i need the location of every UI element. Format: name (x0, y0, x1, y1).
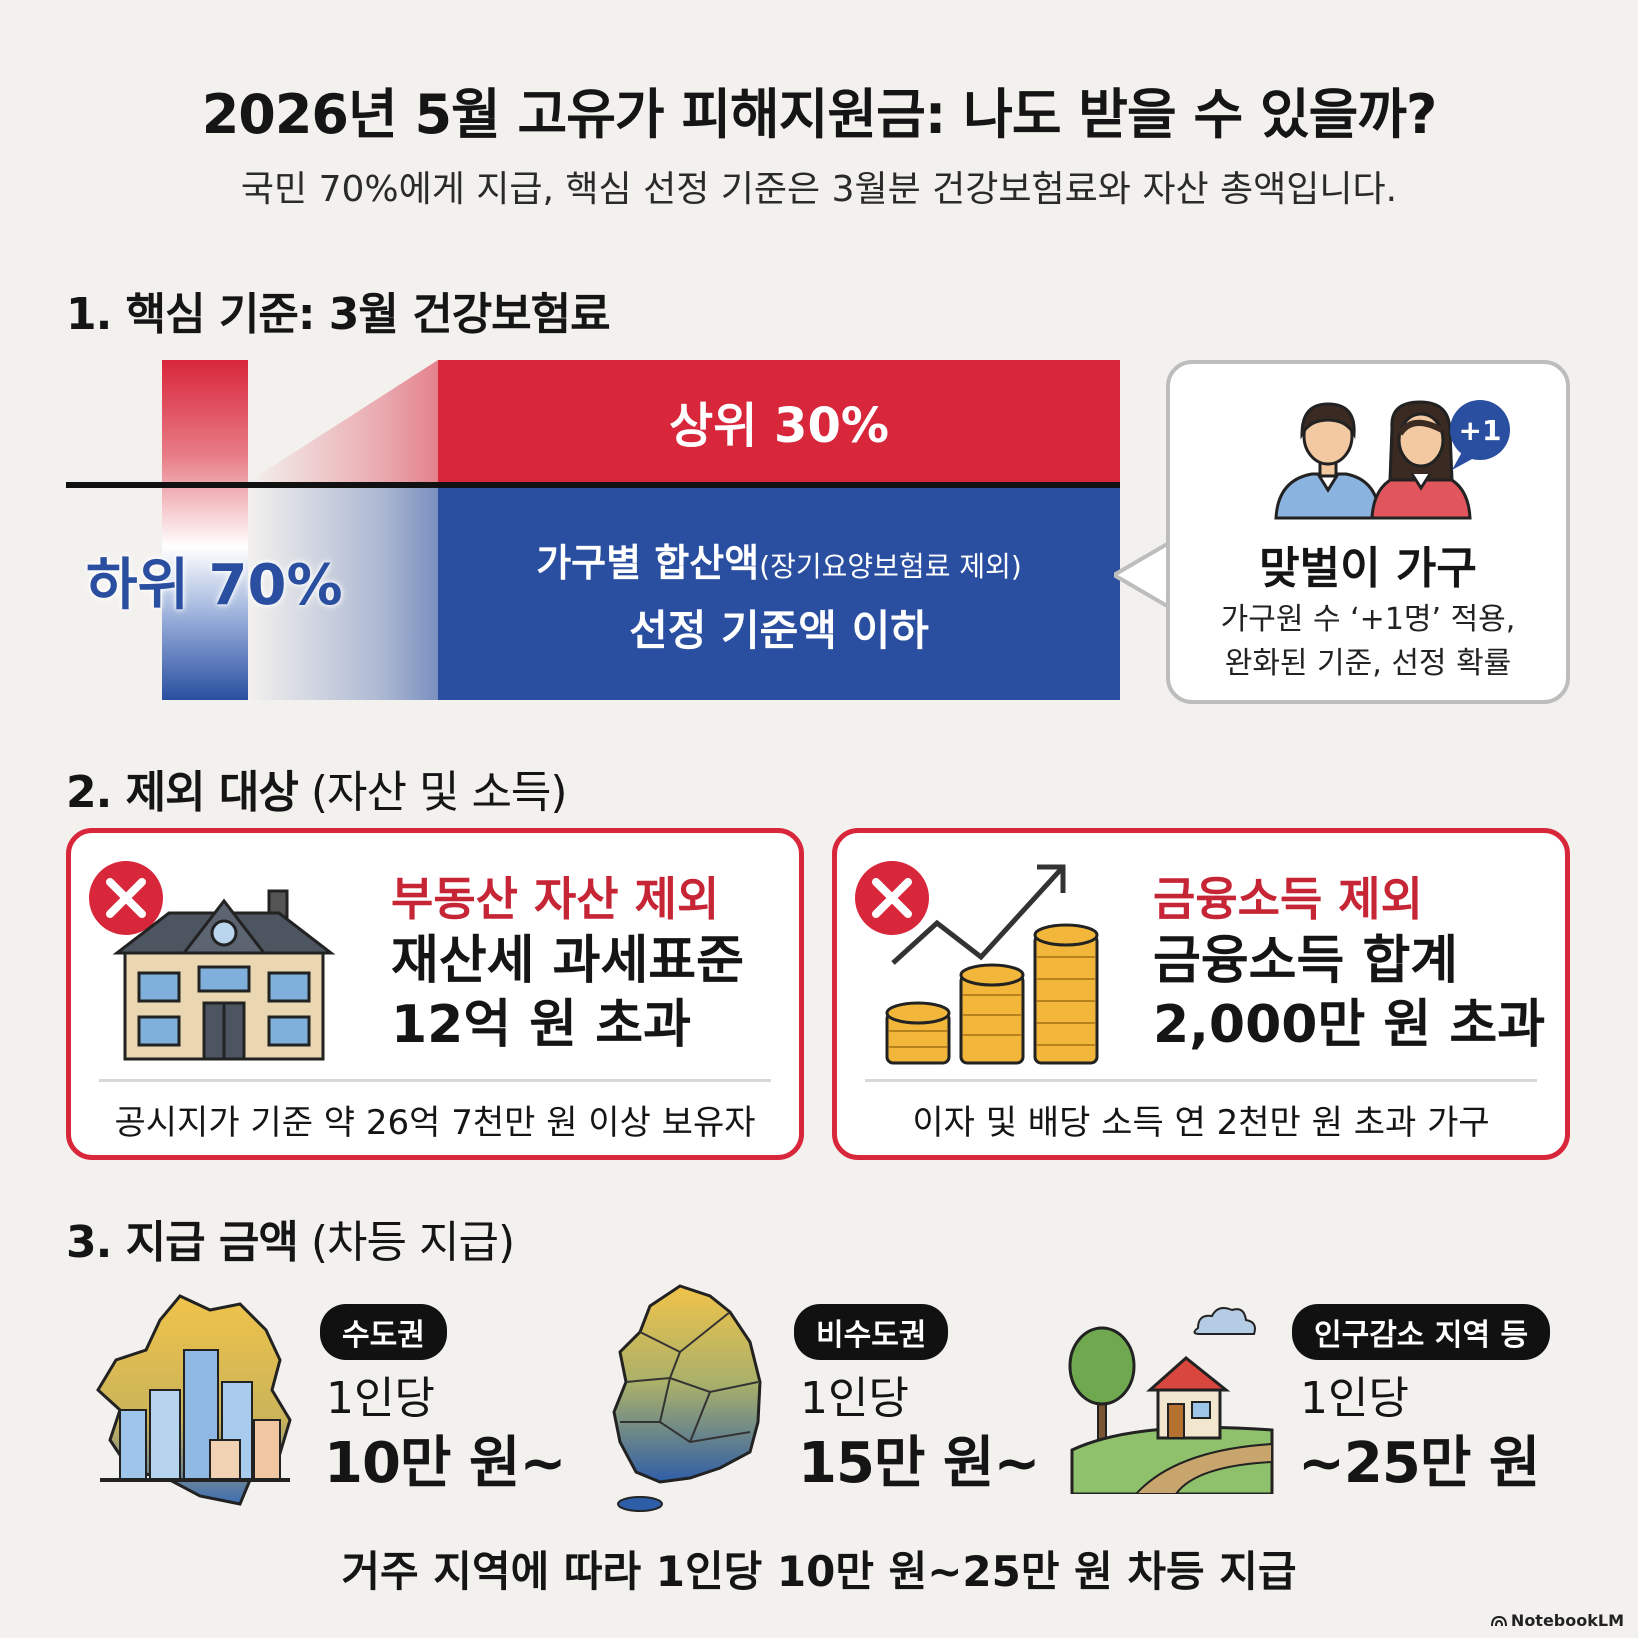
criteria-line2: 선정 기준액 이하 (629, 606, 929, 655)
exclude-x-icon (89, 861, 163, 935)
divider-line (66, 482, 1120, 488)
region-tag-noncapital: 비수도권 (794, 1304, 949, 1360)
section1-heading: 1. 핵심 기준: 3월 건강보험료 (66, 289, 611, 340)
region-amount-noncapital: 15만 원~ (798, 1431, 1040, 1496)
region-amount-depopulation: ~25만 원 (1298, 1431, 1540, 1496)
top30-label: 상위 30% (669, 398, 889, 454)
card-divider (99, 1079, 771, 1082)
section2-heading-main: 2. 제외 대상 (66, 767, 299, 818)
real-estate-line1: 재산세 과세표준 (391, 931, 744, 991)
bottom70-box: 가구별 합산액(장기요양보험료 제외) 선정 기준액 이하 (438, 488, 1120, 700)
bubble-line1: 가구원 수 ‘+1명’ 적용, (1220, 602, 1516, 637)
dual-income-bubble: +1 맞벌이 가구 가구원 수 ‘+1명’ 적용, 완화된 기준, 선정 확률 (1166, 360, 1570, 704)
region-tag-capital: 수도권 (320, 1304, 447, 1360)
top30-box: 상위 30% (438, 360, 1120, 482)
korea-map-icon (612, 1284, 762, 1512)
fan-top-shape (248, 360, 438, 482)
region-per-capital: 1인당 (326, 1373, 435, 1424)
exclude-x-icon (855, 861, 929, 935)
bubble-line2: 완화된 기준, 선정 확률 (1224, 646, 1512, 681)
brand-mark: NotebookLM (1490, 1611, 1624, 1630)
notebooklm-logo-icon (1490, 1615, 1507, 1626)
plus-one-badge: +1 (1459, 414, 1502, 447)
financial-income-title: 금융소득 제외 (1153, 872, 1423, 926)
real-estate-card: 부동산 자산 제외 재산세 과세표준 12억 원 초과 공시지가 기준 약 26… (66, 828, 804, 1160)
section2-heading-paren: (자산 및 소득) (297, 767, 568, 818)
region-tag-depopulation: 인구감소 지역 등 (1292, 1304, 1551, 1360)
real-estate-title: 부동산 자산 제외 (391, 872, 720, 926)
rural-house-icon (1068, 1307, 1274, 1494)
page-title: 2026년 5월 고유가 피해지원금: 나도 받을 수 있을까? (201, 83, 1438, 146)
section3-heading-main: 3. 지급 금액 (66, 1217, 299, 1268)
page-subtitle: 국민 70%에게 지급, 핵심 선정 기준은 3월분 건강보험료와 자산 총액입… (240, 169, 1398, 210)
coins-chart-icon (885, 864, 1099, 1065)
couple-icon: +1 (1274, 400, 1510, 520)
section3-heading-paren: (차등 지급) (297, 1217, 515, 1268)
gradient-bar (162, 360, 248, 700)
real-estate-note: 공시지가 기준 약 26억 7천만 원 이상 보유자 (114, 1103, 756, 1143)
financial-income-line1: 금융소득 합계 (1153, 931, 1459, 991)
financial-income-note: 이자 및 배당 소득 연 2천만 원 초과 가구 (912, 1103, 1490, 1143)
criteria-main: 가구별 합산액 (536, 541, 760, 585)
region-per-depopulation: 1인당 (1300, 1373, 1409, 1424)
fan-bottom-shape (248, 488, 438, 700)
brand-label: NotebookLM (1510, 1611, 1624, 1630)
financial-income-card: 금융소득 제외 금융소득 합계 2,000만 원 초과 이자 및 배당 소득 연… (832, 828, 1570, 1160)
bubble-title: 맞벌이 가구 (1259, 543, 1477, 594)
criteria-note: (장기요양보험료 제외) (759, 550, 1022, 583)
city-map-icon (96, 1294, 292, 1506)
lower70-label: 하위 70% (86, 553, 343, 618)
section3-heading: 3. 지급 금액 (차등 지급) (66, 1206, 515, 1270)
section2-heading: 2. 제외 대상 (자산 및 소득) (66, 756, 568, 820)
financial-income-line2: 2,000만 원 초과 (1153, 995, 1546, 1055)
footer-summary: 거주 지역에 따라 1인당 10만 원~25만 원 차등 지급 (341, 1547, 1297, 1596)
real-estate-line2: 12억 원 초과 (391, 995, 691, 1055)
card-divider (865, 1079, 1537, 1082)
criteria-line1: 가구별 합산액(장기요양보험료 제외) (438, 532, 1120, 587)
house-icon (112, 889, 336, 1061)
bubble-tail (1114, 540, 1174, 610)
region-per-noncapital: 1인당 (800, 1373, 909, 1424)
region-amount-capital: 10만 원~ (324, 1431, 566, 1496)
